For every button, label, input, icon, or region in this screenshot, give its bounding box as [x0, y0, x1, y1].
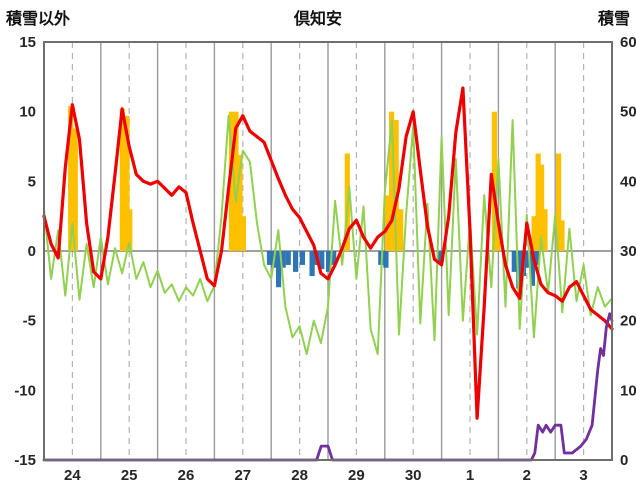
blue-bars-bar [285, 251, 291, 265]
left-axis-tick: 10 [19, 104, 36, 121]
x-axis-tick: 1 [466, 467, 474, 484]
red-line [42, 86, 614, 420]
blue-bars-bar [437, 251, 444, 263]
right-axis-tick: 50 [620, 104, 636, 121]
left-axis-tick: -15 [14, 452, 36, 469]
right-axis-tick: 30 [620, 243, 636, 260]
orange-bars-bar [119, 108, 125, 251]
blue-bars-bar [325, 251, 332, 272]
left-axis-tick: 15 [19, 34, 36, 51]
blue-bars-bar [266, 251, 273, 265]
orange-bars-bar [385, 195, 391, 251]
x-axis-tick: 2 [523, 467, 531, 484]
orange-bars-bar [531, 216, 537, 251]
blue-bars-bar [534, 251, 540, 265]
left-axis-tick: 0 [28, 243, 36, 260]
x-axis-tick: 3 [579, 467, 587, 484]
orange-bars-bar [393, 120, 399, 251]
orange-bars-bar [556, 153, 562, 251]
blue-bars-bar [378, 251, 384, 265]
x-axis-tick: 28 [291, 467, 308, 484]
right-axis-tick: 20 [620, 313, 636, 330]
blue-bars-bar [293, 251, 299, 272]
x-axis-tick: 25 [121, 467, 138, 484]
right-axis-tick: 40 [620, 173, 636, 190]
orange-bars-bar [124, 115, 130, 251]
snow-depth-line [42, 312, 614, 462]
orange-bars-bar [535, 153, 541, 251]
x-axis-tick: 24 [64, 467, 81, 484]
blue-bars-bar [299, 251, 306, 265]
orange-bars-bar [389, 111, 395, 252]
orange-bars-bar [237, 154, 243, 251]
blue-bars-bar [280, 251, 286, 268]
blue-bars-bar [383, 251, 389, 268]
green-line [43, 114, 613, 356]
x-axis-tick: 27 [234, 467, 251, 484]
right-axis-tick: 60 [620, 34, 636, 51]
orange-bars-bar [127, 209, 133, 251]
orange-bars-bar [228, 111, 235, 252]
blue-bars-bar [309, 251, 315, 277]
plot-border [43, 41, 613, 461]
blue-bars-bar [319, 251, 325, 270]
right-axis-title: 積雪 [597, 11, 630, 28]
blue-bars-bar [529, 251, 536, 286]
x-axis-tick: 29 [348, 467, 365, 484]
orange-bars-bar [68, 106, 74, 252]
orange-bars-bar [495, 223, 501, 251]
right-axis-tick: 0 [620, 452, 628, 469]
blue-bars-bar [516, 251, 522, 289]
blue-bars-bar [275, 251, 282, 288]
orange-bars-bar [559, 220, 565, 251]
left-axis-title: 積雪以外 [6, 11, 71, 28]
x-axis-tick: 30 [405, 467, 422, 484]
chart-title: 倶知安 [293, 11, 342, 28]
left-axis-tick: -10 [14, 382, 36, 399]
blue-bars-bar [331, 251, 337, 265]
orange-bars-bar [72, 128, 78, 251]
right-axis-tick: 10 [620, 382, 636, 399]
orange-bars-bar [491, 111, 498, 252]
orange-bars-bar [538, 164, 545, 251]
blue-bars-bar [525, 251, 531, 268]
orange-bars-bar [233, 111, 239, 252]
x-axis-tick: 26 [178, 467, 195, 484]
orange-bars-bar [240, 216, 246, 251]
orange-bars-bar [398, 209, 404, 251]
orange-bars-bar [542, 209, 548, 251]
blue-bars-bar [511, 251, 517, 272]
left-axis-tick: 5 [28, 173, 36, 190]
left-axis-tick: -5 [23, 313, 36, 330]
